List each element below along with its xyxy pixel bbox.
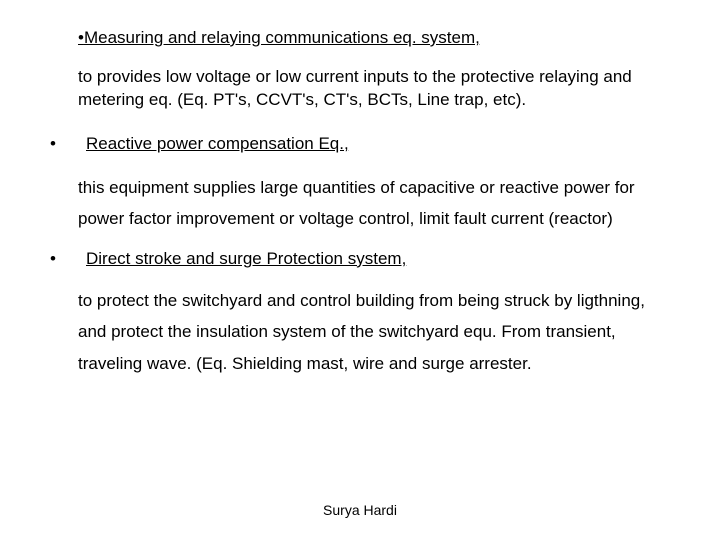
item1-body-text: to provides low voltage or low current i…: [78, 66, 670, 112]
item2-body-text: this equipment supplies large quantities…: [78, 172, 670, 235]
slide-content: • Measuring and relaying communications e…: [50, 28, 670, 379]
item3-title-text: Direct stroke and surge Protection syste…: [86, 249, 406, 269]
item1-title-text: Measuring and relaying communications eq…: [84, 28, 480, 47]
footer-author: Surya Hardi: [0, 502, 720, 518]
item2-bullet: •: [50, 134, 86, 154]
item2-title-row: • Reactive power compensation Eq.,: [50, 134, 670, 154]
item2-title-text: Reactive power compensation Eq.,: [86, 134, 349, 154]
item3-body-text: to protect the switchyard and control bu…: [78, 285, 670, 379]
item1-title-line: •Measuring and relaying communications e…: [78, 28, 670, 48]
item3-bullet: •: [50, 249, 86, 269]
item3-title-row: • Direct stroke and surge Protection sys…: [50, 249, 670, 269]
